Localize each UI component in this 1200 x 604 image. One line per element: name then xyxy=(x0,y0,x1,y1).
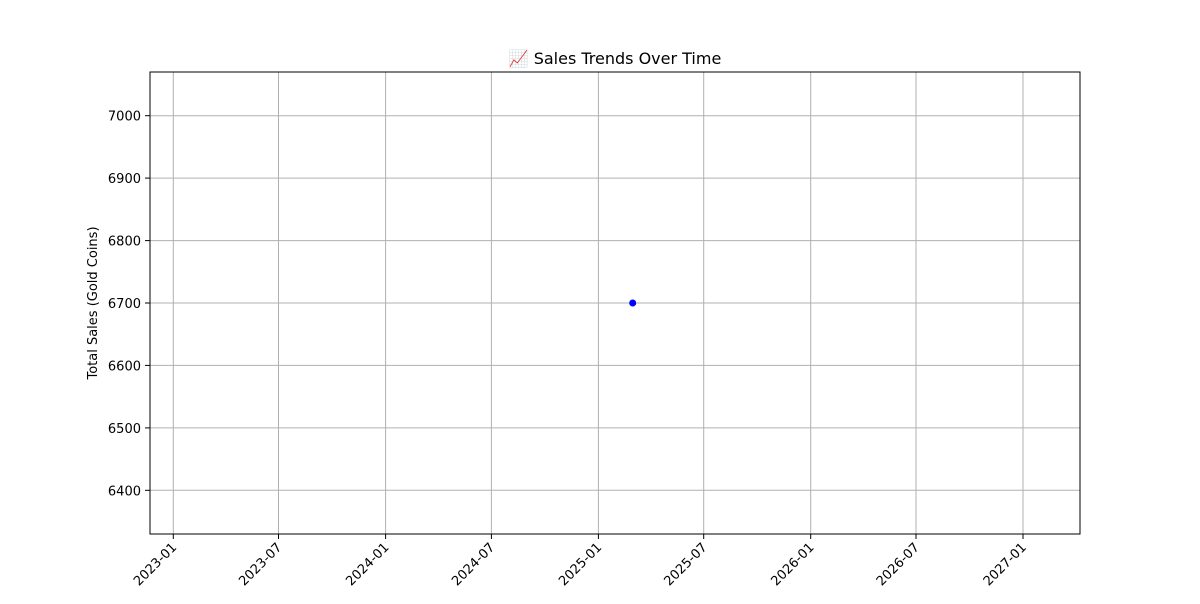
x-tick-label: 2024-07 xyxy=(449,540,498,589)
x-tick-label: 2023-07 xyxy=(236,540,285,589)
y-axis-label: Total Sales (Gold Coins) xyxy=(86,226,101,380)
y-tick-label: 7000 xyxy=(108,110,141,125)
tick-layer: 2023-01 2023-07 2024-01 2024-07 2025-01 2025-… xyxy=(108,110,1030,590)
y-tick-label: 6700 xyxy=(108,297,141,312)
y-tick-label: 6800 xyxy=(108,235,141,250)
x-tick-label: 2023-01 xyxy=(131,540,180,589)
y-tick-label: 6900 xyxy=(108,172,141,187)
grid-layer xyxy=(150,72,1080,534)
y-tick-label: 6600 xyxy=(108,359,141,374)
x-tick-label: 2026-07 xyxy=(874,540,923,589)
data-layer xyxy=(629,299,637,307)
y-tick-label: 6400 xyxy=(108,484,141,499)
data-point xyxy=(629,299,637,307)
x-tick-label: 2025-07 xyxy=(662,540,711,589)
x-tick-label: 2024-01 xyxy=(343,540,392,589)
x-tick-label: 2025-01 xyxy=(556,540,605,589)
x-tick-label: 2026-01 xyxy=(769,540,818,589)
chart-title: 📈 Sales Trends Over Time xyxy=(509,49,722,68)
y-tick-label: 6500 xyxy=(108,422,141,437)
x-tick-label: 2027-01 xyxy=(981,540,1030,589)
